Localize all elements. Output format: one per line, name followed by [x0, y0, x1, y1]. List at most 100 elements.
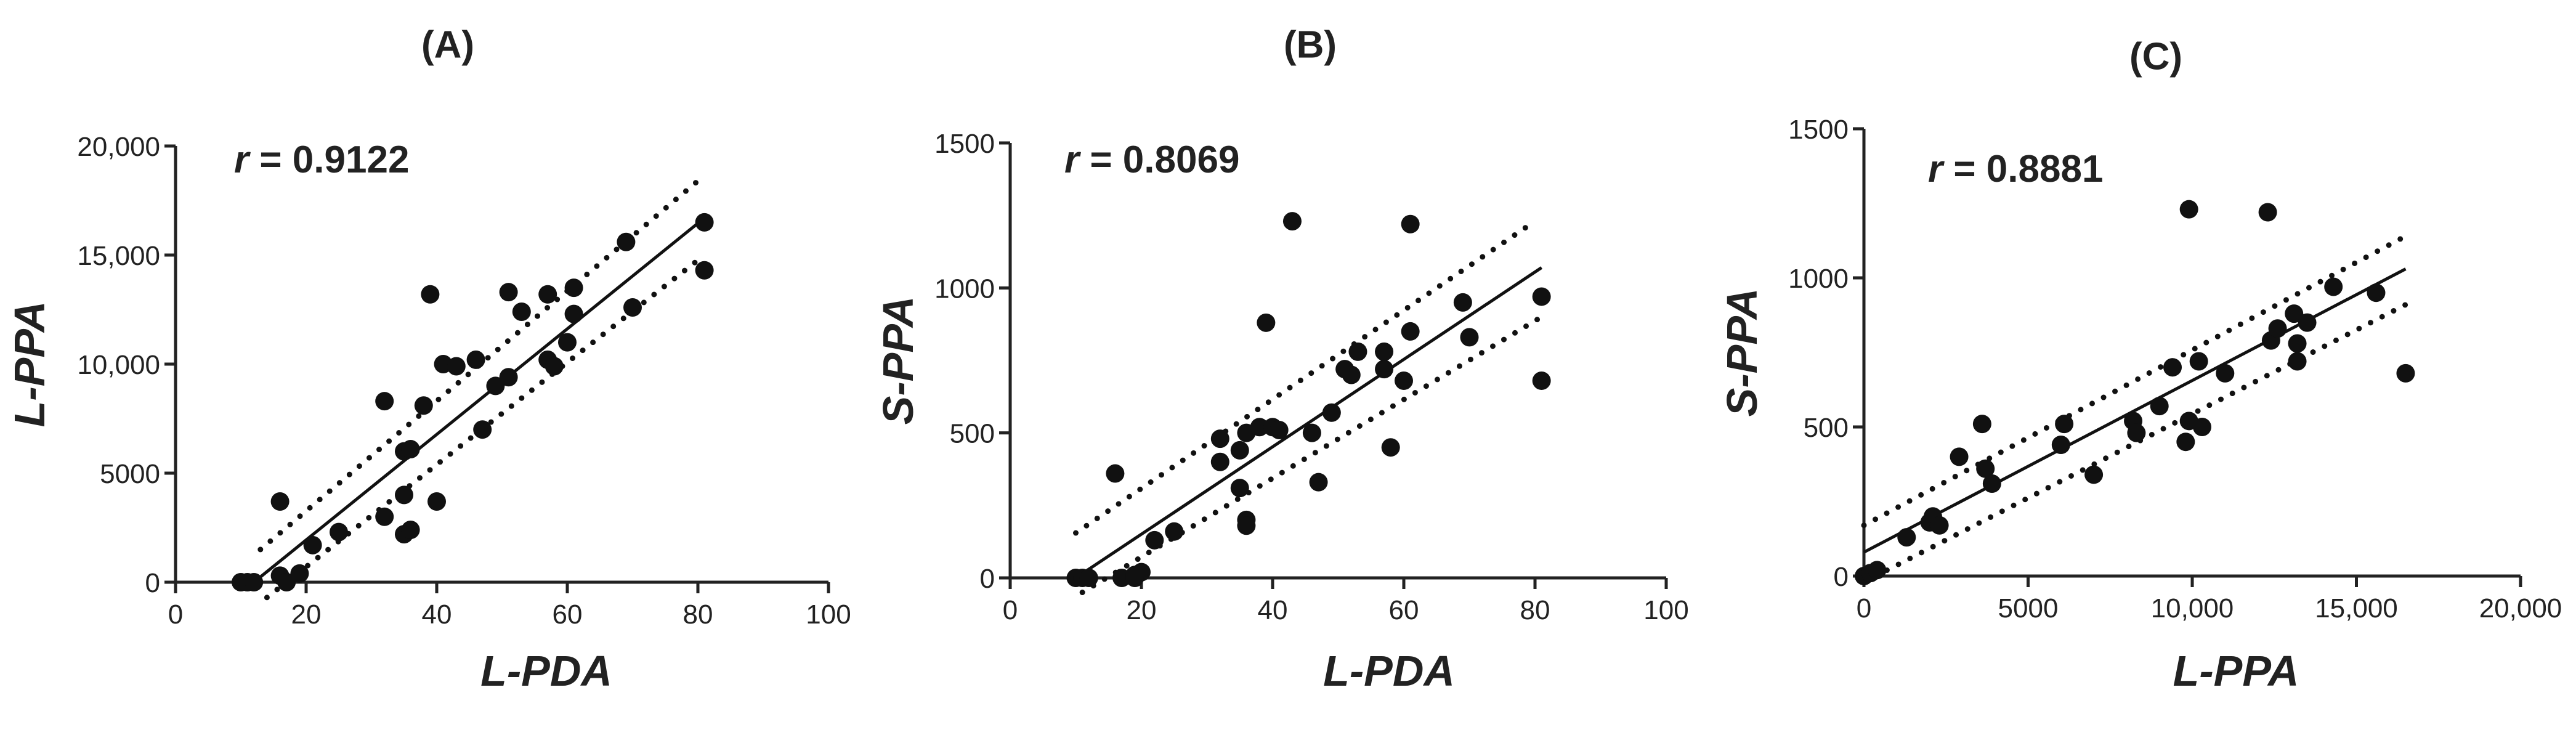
- data-point: [1250, 418, 1269, 437]
- y-axis-title: L-PPA: [6, 301, 54, 428]
- data-point: [1897, 528, 1916, 547]
- data-point: [466, 350, 485, 369]
- data-point: [270, 492, 290, 511]
- data-point: [1106, 464, 1125, 483]
- data-point: [1453, 293, 1472, 312]
- data-point: [2258, 203, 2277, 222]
- data-point: [2367, 283, 2386, 303]
- data-point: [395, 485, 413, 505]
- x-tick-label: 100: [1643, 595, 1688, 625]
- data-point: [2176, 432, 2195, 452]
- data-point: [1532, 371, 1551, 390]
- data-point: [695, 213, 714, 232]
- data-point: [421, 285, 440, 304]
- data-point: [245, 573, 264, 591]
- x-tick-label: 40: [1258, 595, 1288, 625]
- data-point: [2298, 313, 2317, 332]
- panel-label: (C): [2129, 35, 2182, 78]
- data-point: [1282, 212, 1302, 231]
- x-tick-label: 15,000: [2315, 593, 2398, 623]
- data-point: [2127, 423, 2146, 442]
- data-point: [290, 564, 309, 583]
- data-point: [2051, 436, 2070, 455]
- confidence-band-upper: [1861, 233, 2408, 529]
- data-point: [1230, 441, 1249, 460]
- data-point: [1348, 342, 1367, 361]
- x-tick-label: 40: [422, 599, 452, 630]
- x-tick-label: 60: [553, 599, 583, 630]
- y-tick-label: 1000: [1788, 264, 1849, 294]
- confidence-band-lower: [1079, 314, 1545, 596]
- data-point: [473, 420, 492, 439]
- data-point: [499, 283, 518, 302]
- data-point: [1401, 214, 1420, 233]
- data-point: [558, 333, 577, 352]
- data-point: [1375, 360, 1394, 379]
- data-point: [1165, 522, 1184, 541]
- x-tick-label: 20,000: [2479, 593, 2562, 623]
- scatter-panel: (A) 0 20 40 60 80 100 0 5000 10,000 15,000 20,000 L-…: [6, 23, 851, 695]
- correlation-value: = 0.8881: [1943, 148, 2103, 190]
- data-point: [1395, 371, 1413, 390]
- data-point: [1210, 452, 1229, 471]
- x-tick-label: 80: [1520, 595, 1550, 625]
- data-point: [2396, 363, 2415, 383]
- correlation-symbol: r: [234, 139, 251, 181]
- data-point: [1237, 516, 1256, 535]
- data-point: [1342, 365, 1361, 384]
- x-axis-title: L-PDA: [480, 647, 612, 695]
- data-point: [1950, 447, 1969, 466]
- data-point: [2150, 397, 2169, 416]
- x-tick-label: 5000: [1998, 593, 2059, 623]
- data-point: [2285, 304, 2304, 323]
- data-point: [564, 278, 583, 298]
- data-point: [375, 507, 394, 526]
- data-point: [2055, 415, 2074, 434]
- correlation-value: = 0.8069: [1079, 139, 1239, 181]
- x-tick-label: 10,000: [2151, 593, 2234, 623]
- data-point: [1930, 516, 1949, 535]
- y-tick-label: 0: [145, 568, 160, 598]
- data-point: [330, 522, 348, 542]
- y-tick-label: 10,000: [77, 350, 160, 380]
- data-point: [1257, 313, 1276, 332]
- correlation-symbol: r: [1928, 148, 1945, 190]
- data-point: [538, 285, 557, 304]
- data-point: [1972, 415, 1991, 434]
- data-point: [1309, 473, 1328, 492]
- data-point: [401, 521, 420, 540]
- confidence-band-upper: [1073, 218, 1538, 536]
- data-point: [1460, 328, 1479, 347]
- data-point: [1302, 423, 1321, 442]
- y-axis-title: S-PPA: [874, 296, 922, 425]
- data-point: [499, 368, 518, 387]
- y-tick-label: 15,000: [77, 241, 160, 271]
- data-point: [1868, 561, 1887, 580]
- correlation-label: r = 0.9122: [234, 139, 409, 181]
- data-point: [512, 303, 531, 322]
- data-point: [1145, 530, 1164, 550]
- y-tick-label: 500: [950, 419, 995, 449]
- data-point: [2324, 277, 2343, 296]
- data-point: [1976, 459, 1995, 478]
- data-point: [427, 492, 446, 511]
- data-point: [617, 232, 636, 251]
- panel-label: (B): [1284, 23, 1337, 66]
- data-point: [695, 261, 714, 280]
- x-tick-label: 0: [168, 599, 183, 630]
- confidence-band-lower: [1861, 302, 2408, 585]
- x-tick-label: 60: [1389, 595, 1419, 625]
- correlation-value: = 0.9122: [249, 139, 409, 181]
- correlation-label: r = 0.8069: [1064, 139, 1239, 181]
- x-tick-label: 0: [1857, 593, 1871, 623]
- regression-line: [253, 216, 706, 583]
- data-point: [1079, 569, 1098, 587]
- data-point: [2216, 363, 2235, 383]
- data-point: [447, 357, 466, 376]
- data-point: [2268, 319, 2287, 338]
- data-point: [1230, 479, 1249, 498]
- data-point: [277, 573, 296, 591]
